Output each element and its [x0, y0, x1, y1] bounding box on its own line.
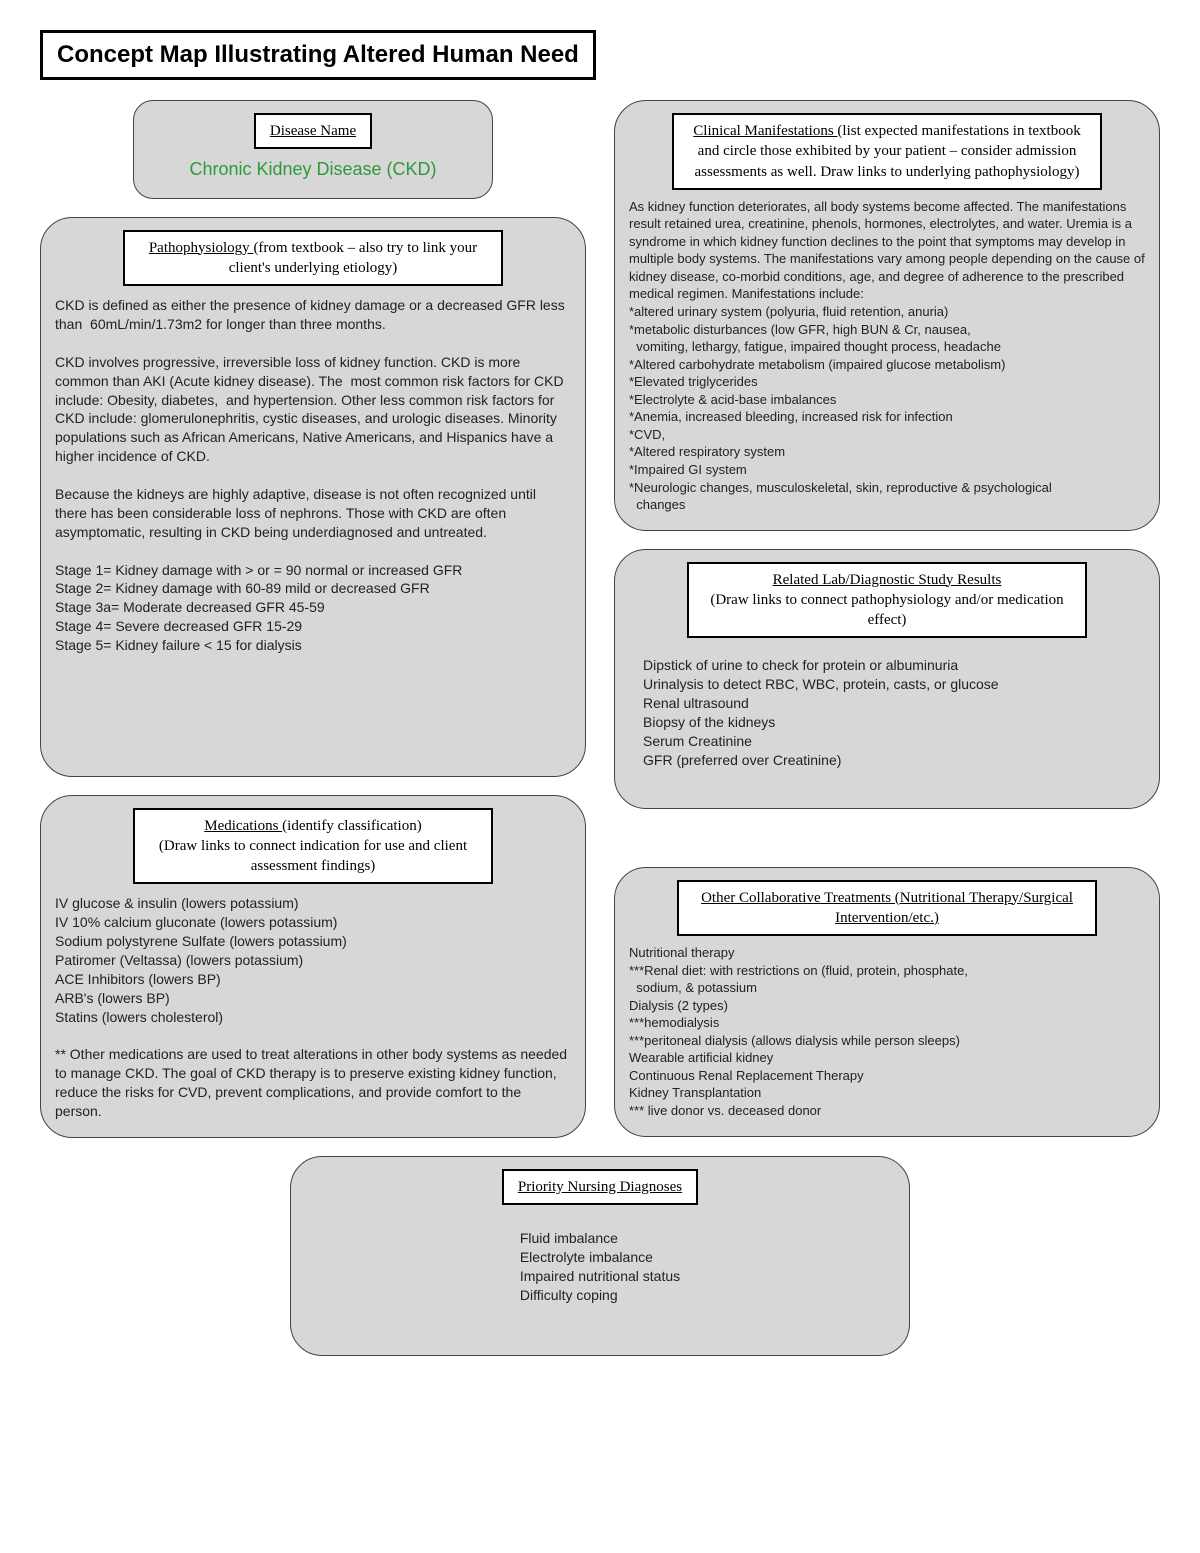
- nursing-body: Fluid imbalance Electrolyte imbalance Im…: [520, 1229, 680, 1305]
- meds-label-u: Medications: [204, 818, 282, 834]
- left-column: Disease Name Chronic Kidney Disease (CKD…: [40, 100, 586, 1138]
- meds-label-r2: (Draw links to connect indication for us…: [159, 838, 467, 874]
- clinical-body: As kidney function deteriorates, all bod…: [629, 198, 1145, 514]
- other-label-u: Other Collaborative Treatments (Nutritio…: [701, 890, 1073, 926]
- pathophysiology-label: Pathophysiology (from textbook – also tr…: [123, 230, 503, 287]
- nursing-label: Priority Nursing Diagnoses: [502, 1169, 698, 1205]
- nursing-label-u: Priority Nursing Diagnoses: [518, 1179, 682, 1195]
- medications-body: IV glucose & insulin (lowers potassium) …: [55, 894, 571, 1121]
- right-column: Clinical Manifestations (list expected m…: [614, 100, 1160, 1137]
- disease-name-label-text: Disease Name: [270, 123, 356, 139]
- page-title: Concept Map Illustrating Altered Human N…: [40, 30, 596, 80]
- clinical-manifestations-panel: Clinical Manifestations (list expected m…: [614, 100, 1160, 531]
- pathophysiology-panel: Pathophysiology (from textbook – also tr…: [40, 217, 586, 777]
- labs-label-rest: (Draw links to connect pathophysiology a…: [710, 592, 1063, 628]
- meds-label-r1: (identify classification): [282, 818, 422, 834]
- labs-body: Dipstick of urine to check for protein o…: [629, 656, 1145, 769]
- clinical-label-u: Clinical Manifestations: [693, 123, 837, 139]
- patho-label-u: Pathophysiology: [149, 240, 254, 256]
- medications-panel: Medications (identify classification) (D…: [40, 795, 586, 1138]
- pathophysiology-body: CKD is defined as either the presence of…: [55, 296, 571, 655]
- clinical-label: Clinical Manifestations (list expected m…: [672, 113, 1102, 190]
- other-body: Nutritional therapy ***Renal diet: with …: [629, 944, 1145, 1119]
- disease-name-panel: Disease Name Chronic Kidney Disease (CKD…: [133, 100, 493, 199]
- labs-panel: Related Lab/Diagnostic Study Results (Dr…: [614, 549, 1160, 809]
- other-label: Other Collaborative Treatments (Nutritio…: [677, 880, 1097, 937]
- other-treatments-panel: Other Collaborative Treatments (Nutritio…: [614, 867, 1160, 1137]
- concept-map-grid: Disease Name Chronic Kidney Disease (CKD…: [40, 100, 1160, 1138]
- labs-label-u: Related Lab/Diagnostic Study Results: [773, 572, 1002, 588]
- labs-label: Related Lab/Diagnostic Study Results (Dr…: [687, 562, 1087, 639]
- disease-name-value: Chronic Kidney Disease (CKD): [148, 157, 478, 181]
- patho-label-rest: (from textbook – also try to link your c…: [229, 240, 477, 276]
- nursing-diagnoses-panel: Priority Nursing Diagnoses Fluid imbalan…: [290, 1156, 910, 1356]
- disease-name-label: Disease Name: [254, 113, 372, 149]
- medications-label: Medications (identify classification) (D…: [133, 808, 493, 885]
